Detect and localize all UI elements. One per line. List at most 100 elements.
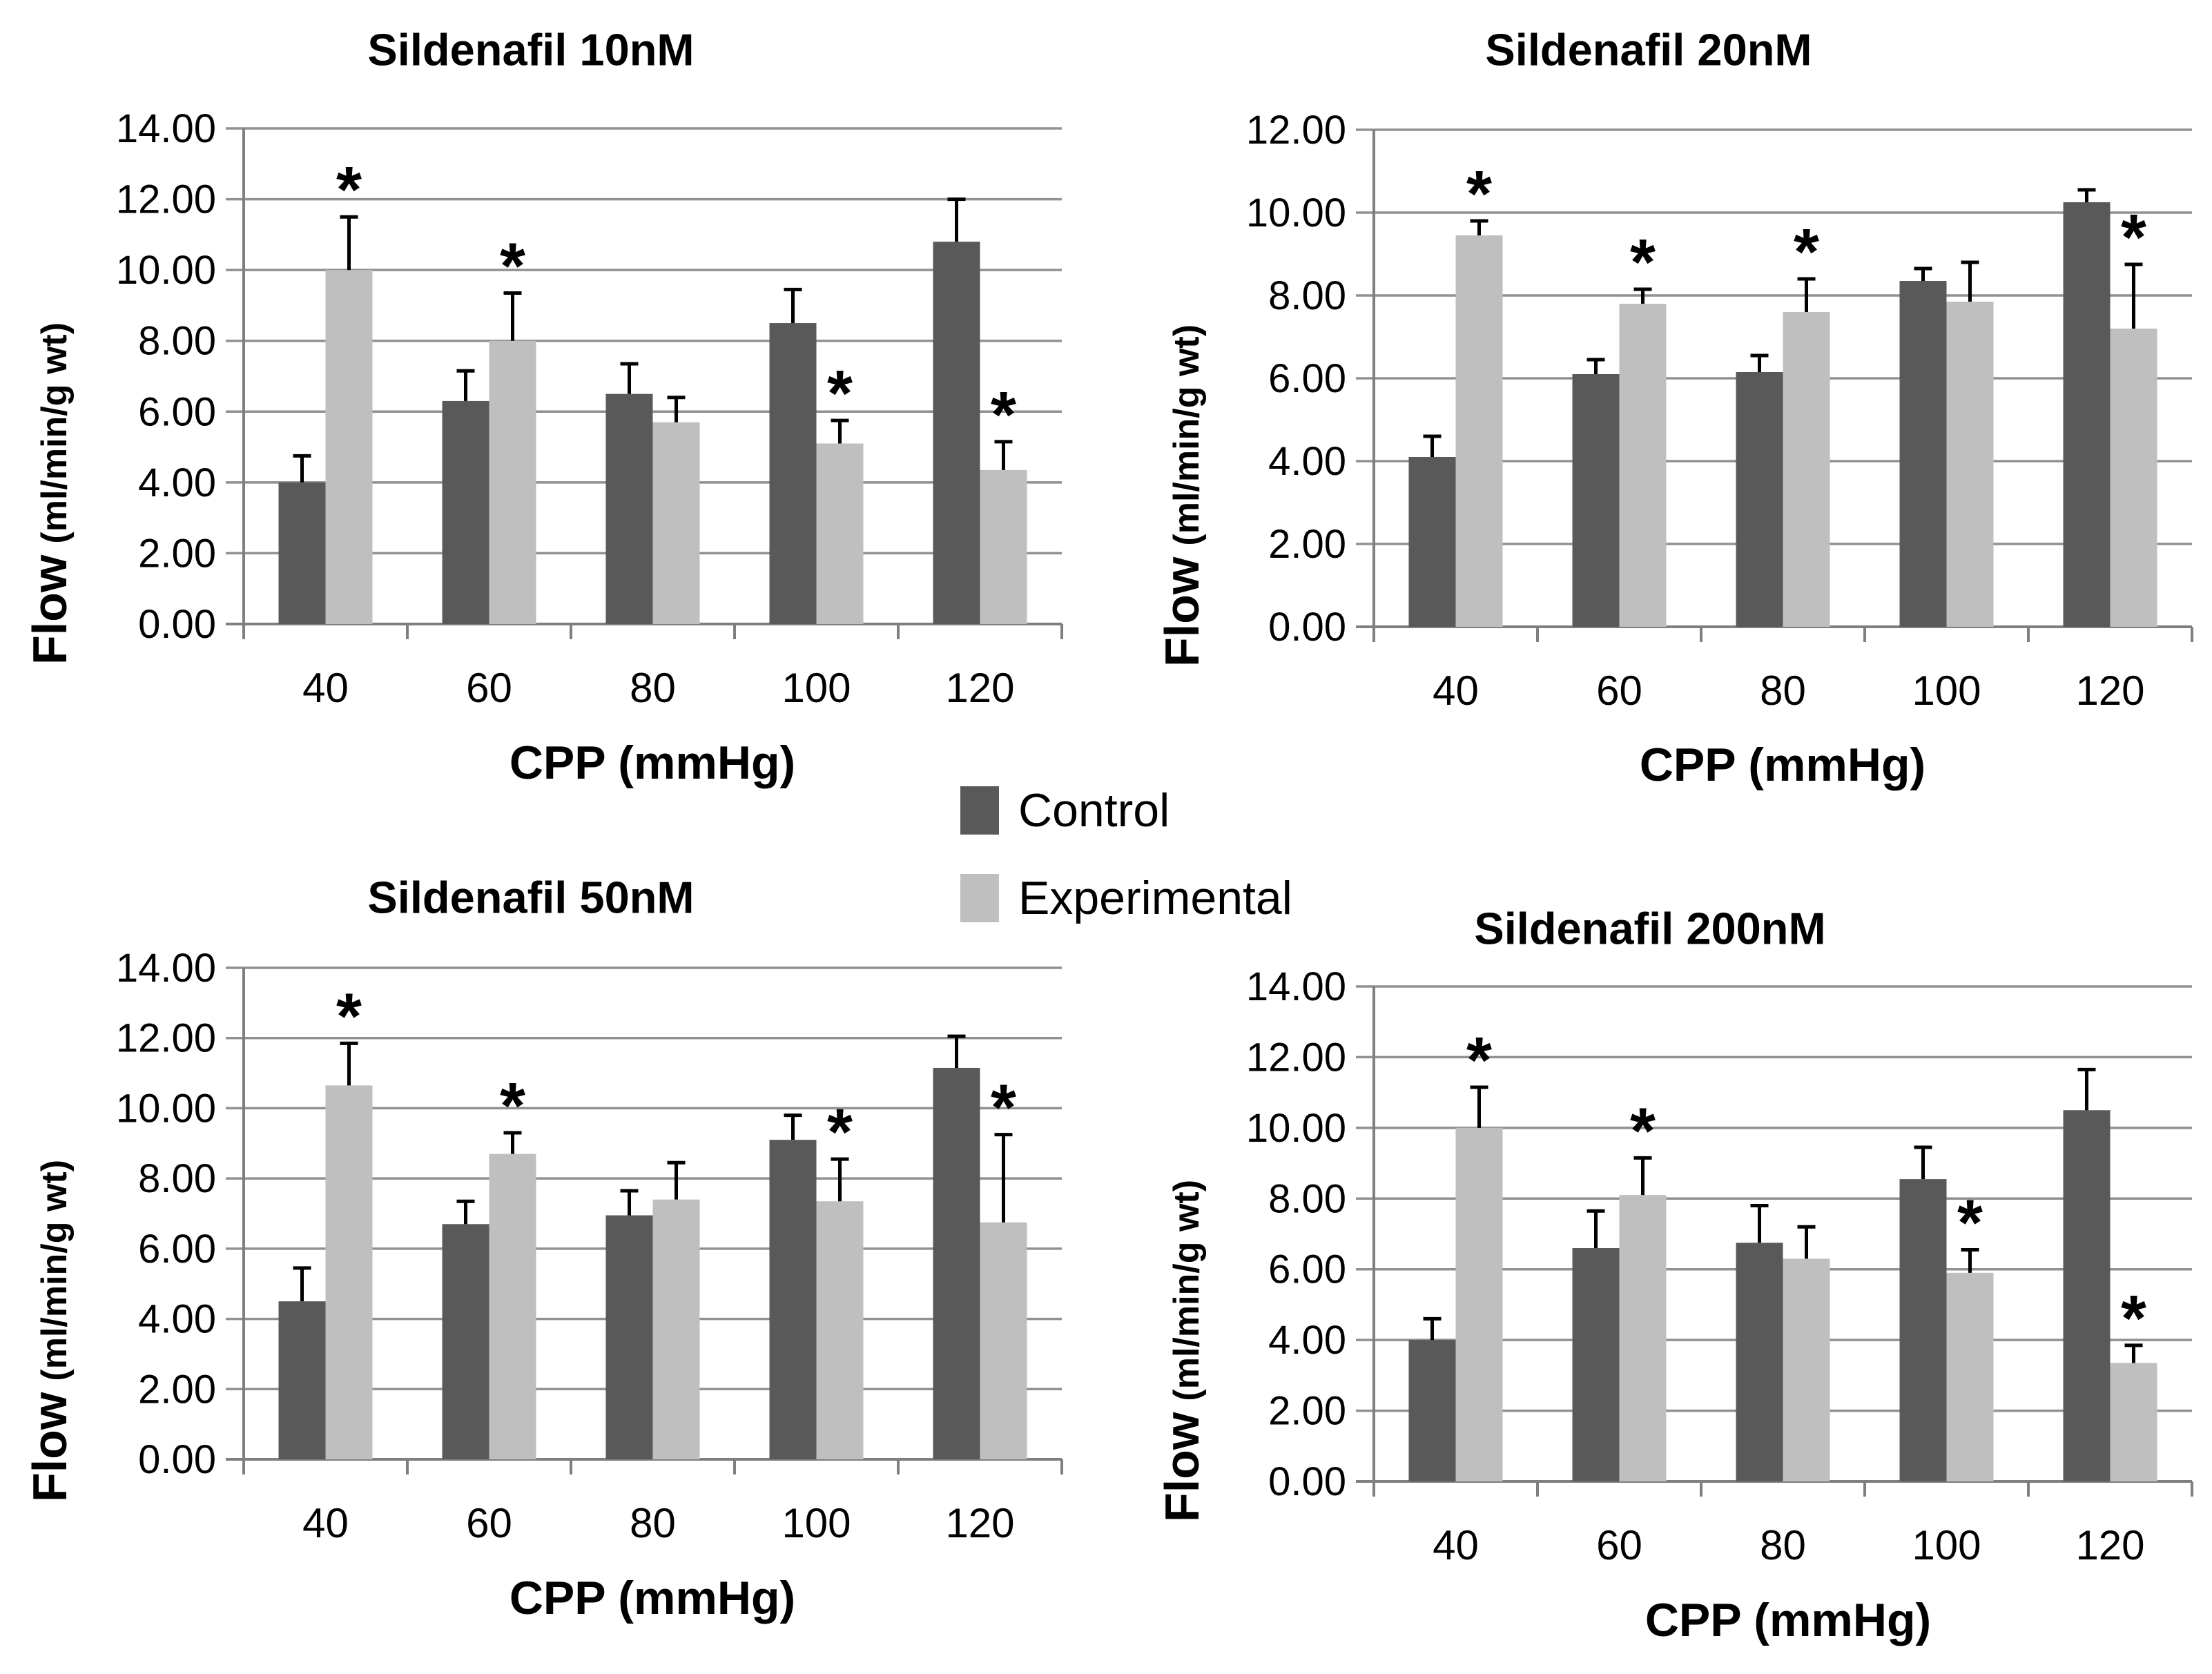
bar-control-80: [1736, 372, 1783, 627]
x-tick-label: 40: [1433, 1522, 1479, 1568]
x-tick-label: 100: [1912, 1522, 1981, 1568]
legend-label-control: Control: [1018, 784, 1170, 837]
bar-experimental-100: [1946, 302, 1994, 627]
y-tick-label: 6.00: [138, 1227, 216, 1272]
x-tick-label: 100: [782, 665, 851, 711]
y-tick-label: 6.00: [1268, 1247, 1346, 1292]
bar-control-60: [442, 400, 489, 624]
x-tick-label: 40: [302, 665, 349, 711]
y-axis-title-200nm: Flow (ml/min/g wt): [1154, 1180, 1210, 1522]
legend-label-experimental: Experimental: [1018, 872, 1292, 924]
bar-experimental-120: [2110, 1363, 2157, 1481]
y-tick-label: 0.00: [138, 602, 216, 647]
bar-control-120: [2063, 202, 2111, 627]
significance-marker: *: [1957, 1187, 1983, 1260]
bar-experimental-120: [2110, 329, 2157, 627]
x-tick-label: 40: [302, 1500, 349, 1546]
x-tick-label: 40: [1433, 668, 1479, 714]
panel-sildenafil-50nm: 0.00 2.00 4.00 6.00 8.00 10.00 12.00 14.00 40 * 60…: [116, 946, 1063, 1546]
bar-control-40: [1408, 457, 1456, 627]
bar-control-120: [2063, 1110, 2111, 1481]
y-tick-label: 10.00: [116, 248, 216, 293]
bar-experimental-80: [652, 1199, 700, 1459]
y-tick-label: 8.00: [1268, 1176, 1346, 1221]
x-axis-title-20nm: CPP (mmHg): [1639, 739, 1926, 791]
significance-marker: *: [336, 980, 362, 1053]
x-axis-title-10nm: CPP (mmHg): [509, 737, 796, 789]
bar-experimental-60: [1619, 1195, 1667, 1481]
y-tick-label: 4.00: [1268, 439, 1346, 484]
significance-marker: *: [500, 1069, 525, 1142]
y-tick-label: 10.00: [1246, 1106, 1346, 1151]
significance-marker: *: [1466, 1024, 1492, 1097]
y-tick-label: 14.00: [116, 946, 216, 991]
y-tick-label: 12.00: [1246, 108, 1346, 153]
bar-experimental-60: [489, 340, 536, 624]
y-tick-label: 4.00: [1268, 1318, 1346, 1363]
y-tick-label: 6.00: [138, 389, 216, 434]
y-axis-word: Flow: [23, 554, 77, 665]
y-axis-word: Flow: [1155, 1412, 1209, 1523]
y-tick-label: 2.00: [138, 1367, 216, 1412]
bar-experimental-100: [1946, 1272, 1994, 1481]
significance-marker: *: [991, 378, 1016, 451]
y-tick-label: 2.00: [138, 531, 216, 576]
y-tick-label: 12.00: [116, 177, 216, 222]
bar-control-100: [769, 1140, 817, 1459]
y-tick-label: 4.00: [138, 460, 216, 505]
experimental-swatch-icon: [960, 874, 999, 922]
significance-marker: *: [827, 357, 853, 430]
x-axis-title-200nm: CPP (mmHg): [1645, 1594, 1932, 1646]
y-tick-label: 0.00: [1268, 605, 1346, 650]
x-tick-label: 120: [945, 665, 1014, 711]
y-tick-label: 8.00: [138, 319, 216, 364]
y-tick-label: 6.00: [1268, 356, 1346, 401]
bar-experimental-40: [325, 270, 373, 625]
y-tick-label: 12.00: [116, 1016, 216, 1061]
bar-control-80: [605, 1215, 653, 1459]
bar-experimental-40: [1455, 235, 1503, 627]
x-tick-label: 80: [630, 1500, 676, 1546]
legend-item-control: Control: [960, 784, 1170, 837]
x-tick-label: 60: [1596, 668, 1642, 714]
panel-sildenafil-200nm: 0.00 2.00 4.00 6.00 8.00 10.00 12.00 14.00 40 * 60…: [1246, 964, 2193, 1568]
x-tick-label: 60: [466, 665, 512, 711]
bar-experimental-80: [652, 422, 700, 624]
y-tick-label: 0.00: [1268, 1459, 1346, 1504]
chart-title-sildenafil-50nm: Sildenafil 50nM: [367, 872, 695, 923]
significance-marker: *: [991, 1071, 1016, 1145]
bar-control-40: [278, 482, 326, 624]
bar-experimental-60: [1619, 304, 1667, 627]
significance-marker: *: [2121, 1282, 2146, 1355]
panel-sildenafil-10nm: 0.00 2.00 4.00 6.00 8.00 10.00 12.00 14.00 40 * 60…: [116, 106, 1063, 711]
x-tick-label: 120: [2075, 1522, 2144, 1568]
x-tick-label: 100: [1912, 668, 1981, 714]
y-tick-label: 10.00: [116, 1086, 216, 1131]
y-axis-units: (ml/min/g wt): [35, 322, 75, 544]
chart-title-sildenafil-10nm: Sildenafil 10nM: [367, 24, 695, 75]
y-tick-label: 14.00: [1246, 964, 1346, 1009]
y-axis-title-50nm: Flow (ml/min/g wt): [22, 1160, 77, 1502]
y-axis-units: (ml/min/g wt): [35, 1159, 75, 1381]
bar-control-40: [278, 1301, 326, 1459]
bar-control-100: [1899, 1179, 1947, 1481]
chart-title-sildenafil-200nm: Sildenafil 200nM: [1474, 903, 1826, 954]
bar-experimental-40: [325, 1085, 373, 1459]
y-axis-units: (ml/min/g wt): [1167, 1179, 1207, 1401]
y-axis-word: Flow: [1155, 556, 1209, 668]
bar-control-80: [605, 393, 653, 624]
x-tick-label: 80: [1760, 668, 1806, 714]
significance-marker: *: [500, 229, 525, 302]
y-tick-label: 12.00: [1246, 1035, 1346, 1080]
y-tick-label: 8.00: [1268, 273, 1346, 318]
bar-control-80: [1736, 1243, 1783, 1481]
bar-control-40: [1408, 1340, 1456, 1481]
significance-marker: *: [827, 1096, 853, 1169]
x-tick-label: 120: [945, 1500, 1014, 1546]
significance-marker: *: [1466, 157, 1492, 231]
x-tick-label: 120: [2075, 668, 2144, 714]
bar-experimental-120: [980, 1222, 1027, 1459]
significance-marker: *: [1794, 215, 1819, 289]
